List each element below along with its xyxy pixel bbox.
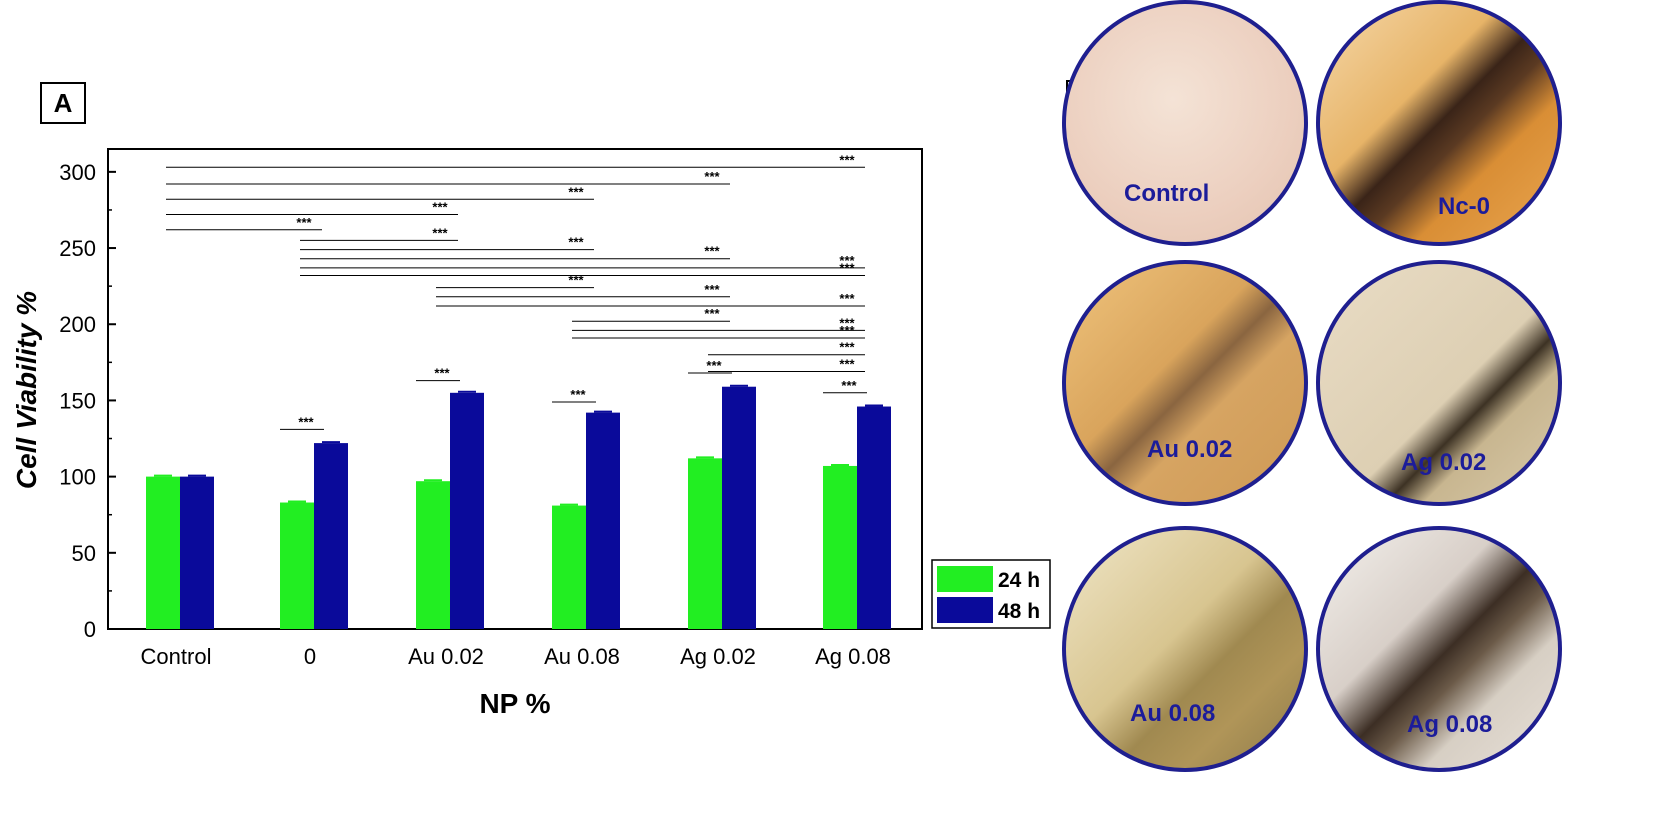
significance-stars: *** bbox=[841, 378, 857, 393]
significance-stars: *** bbox=[296, 215, 312, 230]
bar-48h bbox=[722, 386, 756, 629]
significance-stars: *** bbox=[839, 356, 855, 371]
significance-stars: *** bbox=[568, 273, 584, 288]
legend-label: 24 h bbox=[998, 569, 1040, 592]
bar-48h bbox=[857, 406, 891, 629]
x-axis-title: NP % bbox=[479, 688, 550, 719]
plot-frame bbox=[107, 148, 923, 630]
y-tick-label: 300 bbox=[59, 160, 96, 185]
micrograph-label-nc0: Nc-0 bbox=[1438, 193, 1491, 220]
y-axis-title: Cell Viability % bbox=[11, 291, 42, 489]
micrograph-label-control: Control bbox=[1124, 180, 1210, 207]
significance-stars: *** bbox=[704, 282, 720, 297]
micrograph-au002 bbox=[1062, 260, 1308, 506]
y-tick-label: 250 bbox=[59, 236, 96, 261]
bar-24h bbox=[146, 476, 180, 629]
significance-stars: *** bbox=[432, 200, 448, 215]
bar-24h bbox=[552, 505, 586, 629]
significance-stars: *** bbox=[704, 169, 720, 184]
y-tick-label: 50 bbox=[72, 541, 96, 566]
legend-label: 48 h bbox=[998, 600, 1040, 623]
x-tick-label: Au 0.08 bbox=[544, 644, 620, 669]
y-tick-label: 200 bbox=[59, 312, 96, 337]
x-tick-label: Au 0.02 bbox=[408, 644, 484, 669]
micrograph-ag002 bbox=[1316, 260, 1562, 506]
micrograph-label-ag002: Ag 0.02 bbox=[1401, 449, 1487, 476]
micrograph-nc0 bbox=[1316, 0, 1562, 246]
significance-stars: *** bbox=[839, 291, 855, 306]
y-tick-label: 150 bbox=[59, 388, 96, 413]
x-tick-label: Ag 0.02 bbox=[680, 644, 756, 669]
x-tick-label: Control bbox=[141, 644, 212, 669]
significance-stars: *** bbox=[839, 152, 855, 167]
bar-48h bbox=[314, 443, 348, 629]
significance-stars: *** bbox=[839, 323, 855, 338]
x-tick-label: 0 bbox=[304, 644, 316, 669]
micrograph-ag008 bbox=[1316, 526, 1562, 772]
significance-stars: *** bbox=[839, 253, 855, 268]
significance-stars: *** bbox=[839, 315, 855, 330]
significance-stars: *** bbox=[839, 340, 855, 355]
significance-stars: *** bbox=[706, 358, 722, 373]
bar-24h bbox=[280, 502, 314, 629]
micrograph-label-au002: Au 0.02 bbox=[1147, 436, 1233, 463]
bar-48h bbox=[180, 476, 214, 629]
legend-swatch bbox=[937, 597, 993, 623]
significance-stars: *** bbox=[298, 414, 314, 429]
legend-swatch bbox=[937, 566, 993, 592]
micrograph-control bbox=[1062, 0, 1308, 246]
micrograph-label-au008: Au 0.08 bbox=[1130, 700, 1216, 727]
significance-stars: *** bbox=[432, 225, 448, 240]
x-tick-label: Ag 0.08 bbox=[815, 644, 891, 669]
micrograph-au008 bbox=[1062, 526, 1308, 772]
panel-a-label: A bbox=[40, 82, 86, 124]
y-tick-label: 0 bbox=[84, 617, 96, 642]
significance-stars: *** bbox=[704, 244, 720, 259]
significance-stars: *** bbox=[704, 306, 720, 321]
bar-24h bbox=[416, 481, 450, 629]
significance-stars: *** bbox=[434, 366, 450, 381]
bar-24h bbox=[823, 465, 857, 629]
y-tick-label: 100 bbox=[59, 465, 96, 490]
bar-48h bbox=[450, 392, 484, 629]
micrograph-label-ag008: Ag 0.08 bbox=[1407, 711, 1493, 738]
bar-48h bbox=[586, 412, 620, 629]
significance-stars: *** bbox=[570, 387, 586, 402]
bar-24h bbox=[688, 458, 722, 629]
significance-stars: *** bbox=[568, 235, 584, 250]
significance-stars: *** bbox=[839, 260, 855, 275]
significance-stars: *** bbox=[568, 184, 584, 199]
